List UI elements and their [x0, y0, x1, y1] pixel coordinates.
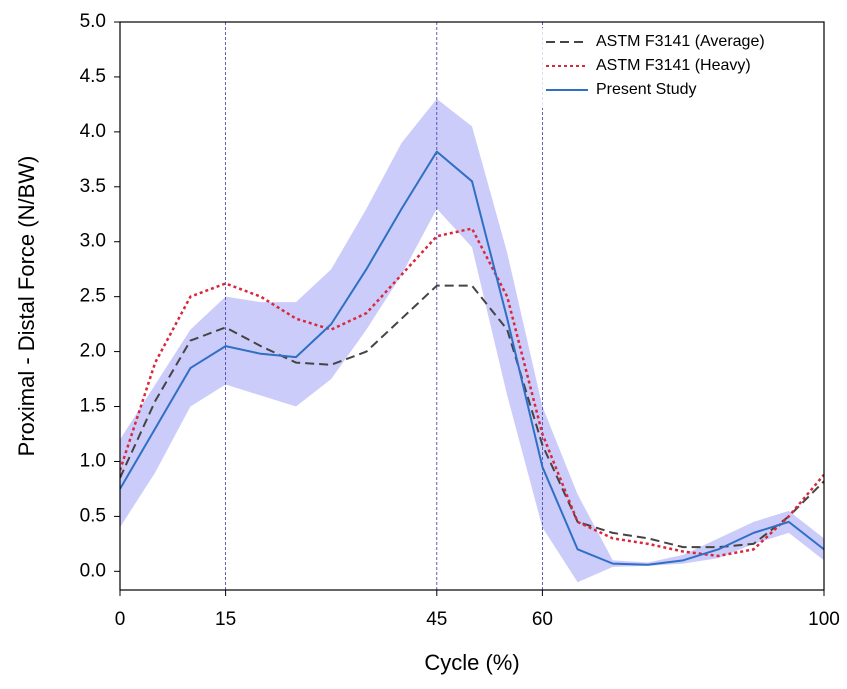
legend-label: ASTM F3141 (Heavy): [596, 57, 751, 74]
legend-label: ASTM F3141 (Average): [596, 33, 765, 50]
y-tick-label: 1.5: [80, 396, 106, 417]
legend-box: [542, 28, 822, 108]
line-series: [120, 150, 824, 566]
y-tick-label: 2.5: [80, 286, 106, 307]
y-tick-label: 1.0: [80, 450, 106, 471]
y-tick-label: 4.5: [80, 66, 106, 87]
y-tick-label: 4.0: [80, 121, 106, 142]
line-series: [120, 227, 824, 558]
y-tick-label: 0.5: [80, 505, 106, 526]
y-tick-label: 0.0: [80, 560, 106, 581]
x-tick-label: 100: [808, 609, 840, 630]
y-tick-label: 3.5: [80, 176, 106, 197]
x-tick-label: 15: [215, 609, 236, 630]
x-tick-label: 60: [532, 609, 553, 630]
x-tick-label: 0: [115, 609, 126, 630]
y-tick-label: 5.0: [80, 11, 106, 32]
x-tick-label: 45: [426, 609, 447, 630]
y-tick-label: 3.0: [80, 231, 106, 252]
y-tick-label: 2.0: [80, 341, 106, 362]
x-axis-label: Cycle (%): [424, 650, 519, 675]
line-series: [120, 284, 824, 549]
plot-area: [120, 22, 824, 590]
legend-label: Present Study: [596, 81, 697, 98]
plot-frame: [119, 21, 825, 591]
y-axis-label: Proximal - Distal Force (N/BW): [14, 156, 39, 457]
